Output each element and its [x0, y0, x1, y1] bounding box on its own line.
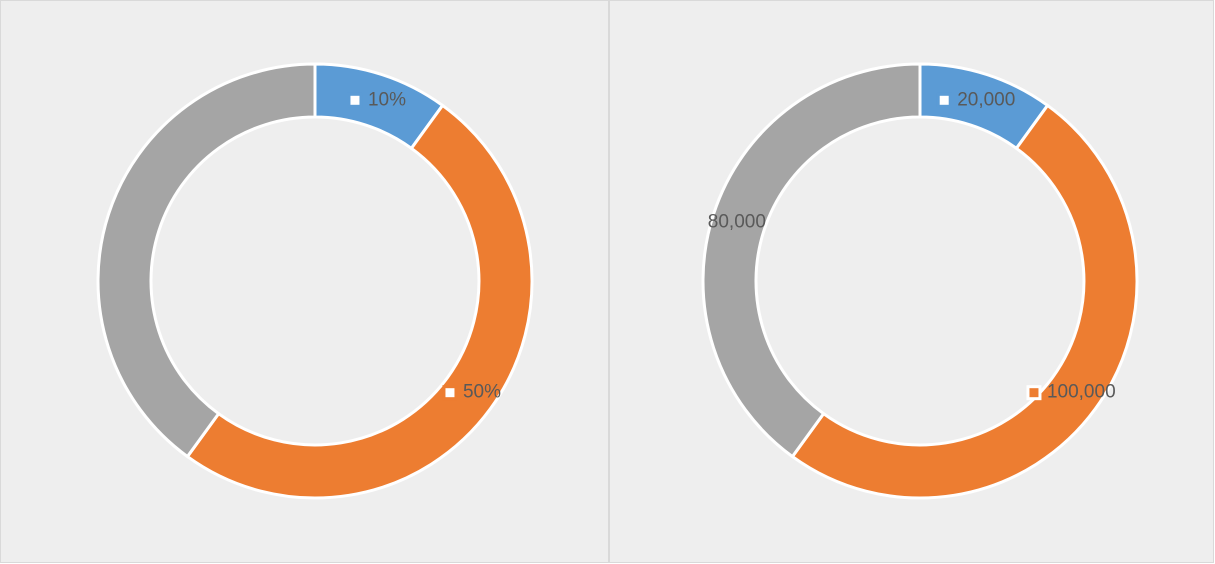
data-label: 80,000 [708, 211, 766, 232]
doughnut-segment [96, 62, 317, 459]
data-label: 10% [368, 89, 406, 110]
label-key [1026, 385, 1042, 401]
label-key [347, 92, 363, 108]
data-label: 100,000 [1047, 382, 1116, 403]
data-label: 20,000 [957, 89, 1015, 110]
label-key [936, 92, 952, 108]
doughnut-segment [701, 62, 922, 459]
data-label: 50% [463, 382, 501, 403]
label-key [442, 385, 458, 401]
doughnut-segment [790, 103, 1139, 500]
